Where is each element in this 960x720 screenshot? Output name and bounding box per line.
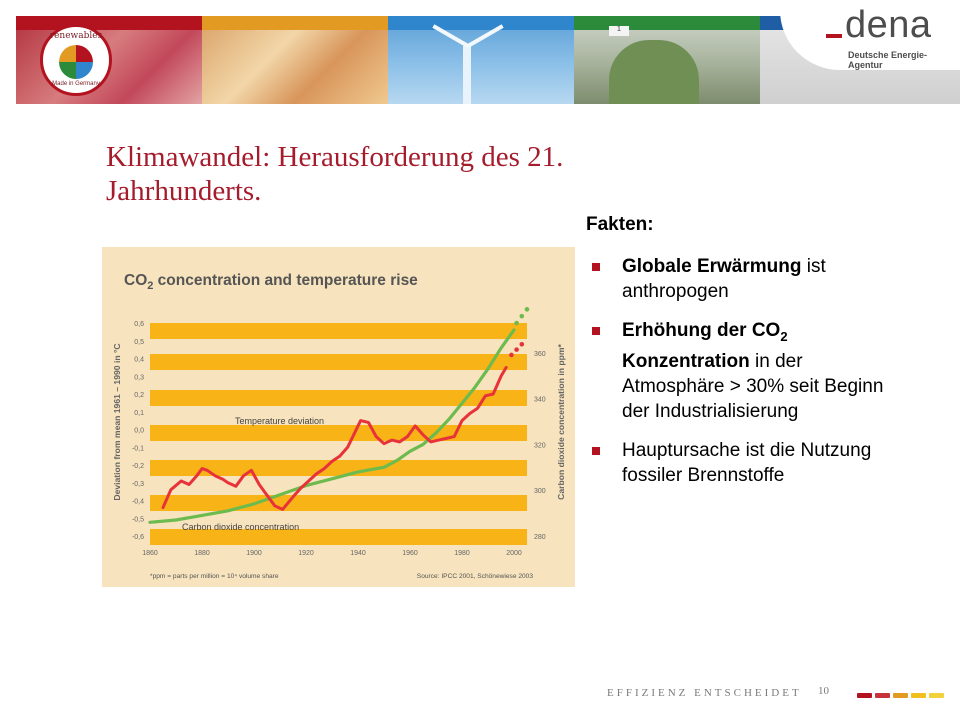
facts-heading: Fakten: [586, 214, 654, 235]
bullet-square-icon [592, 446, 600, 455]
right-axis-label: Carbon dioxide concentration in ppm* [556, 344, 566, 500]
fact-item: Erhöhung der CO2 Konzentration in der At… [592, 318, 892, 424]
footer-dash-decoration [857, 693, 947, 698]
banner-photo-biomass [202, 16, 388, 104]
footer-dash [875, 693, 890, 698]
chart-series [148, 307, 530, 524]
renewables-seal-logo: renewables Made in Germany [40, 24, 112, 96]
fact-bold-pre: Erhöhung der CO [622, 320, 781, 341]
facts-list: Globale Erwärmung ist anthropogen Erhöhu… [592, 254, 892, 502]
fact-bold-sub: 2 [780, 328, 788, 344]
x-tick-label: 1900 [246, 550, 262, 557]
temperature-extra-point [509, 352, 514, 358]
banner-photo-solar: renewables Made in Germany [16, 16, 202, 104]
x-tick-label: 1940 [350, 550, 366, 557]
left-axis-label: Deviation from mean 1961 – 1990 in °C [112, 343, 122, 500]
x-tick-label: 1920 [298, 550, 314, 557]
bullet-square-icon [592, 327, 600, 335]
banner-photo-wind [388, 16, 574, 104]
left-axis-ticks: 0,6 0,5 0,4 0,3 0,2 0,1 0,0 -0,1 -0,2 -0,3 -0,4 -0,… [132, 321, 144, 541]
silo-label: 1 [609, 26, 629, 36]
banner-color-cap-red [16, 16, 202, 30]
chart-band [150, 354, 527, 370]
right-axis-ticks: 360 340 320 300 280 [534, 351, 546, 541]
seal-text-top: renewables [49, 31, 103, 41]
left-tick-label: -0,3 [132, 481, 144, 488]
banner-color-cap-blue [388, 16, 574, 30]
left-tick-label: 0,5 [134, 339, 144, 346]
slide-title: Klimawandel: Herausforderung des 21. Jah… [106, 141, 564, 207]
footer-dash [857, 693, 872, 698]
right-tick-label: 280 [534, 534, 546, 541]
header-banner: renewables Made in Germany 1 [16, 16, 960, 104]
page-number: 10 [818, 685, 829, 697]
co2-extra-point [514, 320, 519, 326]
co2-extra-point [524, 307, 530, 312]
chart-band [150, 425, 527, 441]
x-tick-label: 1880 [194, 550, 210, 557]
left-tick-label: -0,1 [132, 445, 144, 452]
banner-photo-biogas: 1 [574, 16, 760, 104]
chart-band [150, 460, 527, 476]
temperature-series-line [161, 365, 508, 511]
chart-band [150, 495, 527, 511]
temperature-extra-point [514, 347, 519, 352]
fact-item: Globale Erwärmung ist anthropogen [592, 254, 892, 304]
fact-text: ist anthropogen [622, 256, 826, 302]
fact-bold: Erhöhung der CO2 Konzentration [622, 320, 788, 372]
banner-color-cap-green [574, 16, 760, 30]
fact-item: Hauptursache ist die Nutzung fossiler Br… [592, 438, 892, 488]
wind-turbine-icon [463, 46, 471, 104]
left-tick-label: -0,6 [132, 534, 144, 541]
x-tick-label: 1860 [142, 550, 158, 557]
x-axis-ticks: 1860 1880 1900 1920 1940 1960 1980 2000 [142, 550, 522, 557]
left-tick-label: 0,3 [134, 374, 144, 381]
seal-emblem [59, 45, 93, 79]
chart-source: Source: IPCC 2001, Schönewiese 2003 [417, 573, 534, 580]
chart-bands [150, 323, 527, 545]
x-tick-label: 1960 [402, 550, 418, 557]
co2-temperature-chart: CO2 concentration and temperature rise 0… [102, 247, 575, 587]
chart-band [150, 390, 527, 406]
dena-logo-background [780, 0, 960, 70]
co2-series-line [148, 328, 516, 524]
dena-logo-subtitle: Deutsche Energie-Agentur [848, 50, 928, 70]
banner-color-cap-orange [202, 16, 388, 30]
temperature-extra-point [519, 342, 525, 347]
x-tick-label: 2000 [506, 550, 522, 557]
chart-band [150, 323, 527, 339]
fact-text: Hauptursache ist die Nutzung fossiler Br… [622, 439, 872, 486]
right-tick-label: 300 [534, 488, 546, 495]
fact-text: in der Atmosphäre > 30% seit Beginn der … [622, 350, 884, 422]
footer-dash [929, 693, 944, 698]
temperature-annotation: Temperature deviation [235, 416, 324, 426]
seal-text-bottom: Made in Germany [52, 81, 100, 87]
dena-logo: dena [845, 4, 932, 46]
footer-dash [911, 693, 926, 698]
left-tick-label: -0,4 [132, 499, 144, 506]
co2-annotation: Carbon dioxide concentration [182, 522, 299, 532]
chart-title: CO2 concentration and temperature rise [124, 272, 418, 292]
co2-extra-point [519, 313, 525, 319]
left-tick-label: 0,4 [134, 357, 144, 364]
biogas-silo [609, 40, 699, 104]
x-tick-label: 1980 [454, 550, 470, 557]
chart-band [150, 529, 527, 545]
bullet-square-icon [592, 263, 600, 271]
fact-bold: Globale Erwärmung [622, 256, 802, 277]
footer-dash [893, 693, 908, 698]
right-tick-label: 360 [534, 351, 546, 358]
left-tick-label: 0,0 [134, 428, 144, 435]
left-tick-label: 0,6 [134, 321, 144, 328]
chart-footnote: *ppm = parts per million = 10⁴ volume sh… [150, 573, 279, 580]
left-tick-label: 0,1 [134, 410, 144, 417]
dena-logo-mark [826, 34, 842, 38]
left-tick-label: 0,2 [134, 392, 144, 399]
fact-bold-post: Konzentration [622, 350, 750, 372]
left-tick-label: -0,2 [132, 463, 144, 470]
footer-slogan: EFFIZIENZ ENTSCHEIDET [607, 687, 802, 699]
right-tick-label: 320 [534, 442, 546, 449]
left-tick-label: -0,5 [132, 516, 144, 523]
right-tick-label: 340 [534, 397, 546, 404]
